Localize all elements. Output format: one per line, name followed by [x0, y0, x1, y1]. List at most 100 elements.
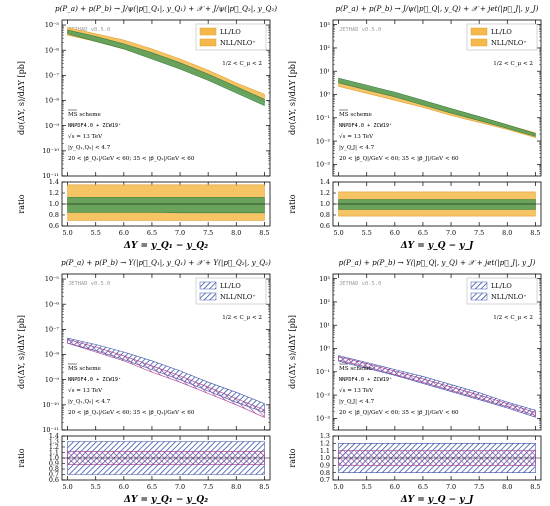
ratio-axis-label: ratio	[17, 448, 26, 467]
legend-swatch-ll-lo	[199, 38, 217, 47]
x-tick-label: 5.5	[91, 483, 101, 491]
ratio-band-nll-nlo	[338, 199, 536, 210]
ratio-tick-label: 1.3	[49, 438, 59, 446]
ratio-tick-label: 1.0	[320, 454, 330, 462]
ratio-tick-label: 0.6	[49, 222, 59, 230]
ratio-axis-label: ratio	[288, 448, 297, 467]
annotation-line: 20 < |p⃗_Q|/GeV < 60; 35 < |p⃗_J|/GeV < …	[339, 409, 459, 416]
ratio-tick-label: 0.6	[320, 222, 330, 230]
ratio-tick-label: 1.2	[320, 189, 330, 197]
y-axis-label: dσ(ΔY, s)/dΔY [pb]	[17, 315, 26, 389]
y-tick-label: 10⁻⁶	[45, 46, 60, 54]
annotation-line: |y_Q₁,Q₂| < 4.7	[68, 399, 111, 405]
legend-swatch-ll-lo	[470, 292, 488, 301]
legend-swatch-ll-lo	[199, 281, 217, 290]
ratio-tick-label: 1.3	[320, 432, 330, 440]
ratio-tick-label: 0.6	[49, 476, 59, 484]
scale-annotation: 1/2 < C_μ < 2	[222, 61, 262, 67]
y-tick-label: 10⁻⁵	[45, 21, 60, 29]
ratio-tick-label: 1.0	[49, 200, 59, 208]
y-axis-label: dσ(ΔY, s)/dΔY [pb]	[288, 61, 297, 135]
x-tick-label: 6.0	[390, 483, 400, 491]
x-tick-label: 8.5	[259, 483, 269, 491]
y-tick-label: 10¹	[319, 321, 330, 329]
x-tick-label: 5.5	[362, 229, 372, 237]
y-tick-label: 10⁻²	[316, 137, 331, 145]
x-tick-label: 6.0	[390, 229, 400, 237]
y-tick-label: 10⁻⁶	[45, 300, 60, 308]
legend-label: NLL/NLO⁺	[220, 39, 256, 47]
y-tick-label: 10²	[319, 298, 330, 306]
series-band-nll-nlo	[338, 77, 536, 137]
annotation-line: |y_Q₁,Q₂| < 4.7	[68, 145, 111, 151]
chart-title: p(P_a) + p(P_b) → Υ(|p⃗_Q|, y_Q) + 𝒳 + j…	[339, 258, 536, 267]
scale-annotation: 1/2 < C_μ < 2	[222, 315, 262, 321]
annotation-line: NNPDF4.0 + ZCW19⁺	[339, 123, 392, 129]
scale-annotation: 1/2 < C_μ < 2	[493, 61, 533, 67]
y-tick-label: 10⁻³	[316, 161, 331, 169]
x-tick-label: 6.5	[418, 229, 428, 237]
x-tick-label: 5.0	[334, 229, 344, 237]
watermark: JETHAD v0.5.0	[68, 27, 110, 33]
ratio-tick-label: 0.9	[49, 460, 59, 468]
x-axis-label: ΔY = y_Q − y_J	[400, 495, 474, 505]
scale-annotation: 1/2 < C_μ < 2	[493, 315, 533, 321]
x-tick-label: 7.0	[446, 229, 456, 237]
ratio-tick-label: 1.1	[49, 449, 59, 457]
x-tick-label: 8.5	[530, 229, 540, 237]
ratio-tick-label: 0.9	[320, 462, 330, 470]
ratio-band-nll-nlo	[67, 197, 265, 214]
annotation-line: MS scheme	[68, 366, 102, 372]
x-tick-label: 7.5	[474, 483, 484, 491]
y-tick-label: 10³	[319, 21, 330, 29]
series-band-nll-nlo	[67, 29, 265, 106]
ratio-axis-label: ratio	[17, 194, 26, 213]
x-tick-label: 8.5	[530, 483, 540, 491]
ratio-tick-label: 1.4	[49, 432, 59, 440]
annotation-line: 20 < |p⃗_Q₁|/GeV < 60; 35 < |p⃗_Q₂|/GeV …	[68, 155, 195, 162]
y-tick-label: 10⁻¹⁰	[42, 147, 59, 155]
y-tick-label: 10⁻¹¹	[42, 172, 59, 180]
x-axis-label: ΔY = y_Q − y_J	[400, 241, 474, 251]
ratio-tick-label: 1.2	[49, 443, 59, 451]
annotation-line: 20 < |p⃗_Q|/GeV < 60; 35 < |p⃗_J|/GeV < …	[339, 155, 459, 162]
y-axis-label: dσ(ΔY, s)/dΔY [pb]	[17, 61, 26, 135]
y-tick-label: 10¹	[319, 67, 330, 75]
x-tick-label: 5.0	[63, 483, 73, 491]
watermark: JETHAD v0.5.0	[68, 281, 110, 287]
y-tick-label: 10⁰	[319, 345, 330, 353]
y-tick-label: 10³	[319, 275, 330, 283]
legend-swatch-ll-lo	[470, 38, 488, 47]
watermark: JETHAD v0.5.0	[339, 281, 381, 287]
annotation-line: MS scheme	[339, 366, 373, 372]
ratio-tick-label: 1.2	[49, 189, 59, 197]
y-tick-label: 10⁻⁹	[45, 122, 60, 130]
y-tick-label: 10²	[319, 44, 330, 52]
legend-swatch-ll-lo	[470, 281, 488, 290]
main-plot-frame	[61, 273, 271, 431]
legend-label: LL/LO	[491, 282, 512, 290]
watermark: JETHAD v0.5.0	[339, 27, 381, 33]
legend-label: LL/LO	[220, 282, 241, 290]
y-tick-label: 10⁻⁷	[45, 326, 60, 334]
y-tick-label: 10⁻²	[316, 391, 331, 399]
x-tick-label: 8.0	[231, 229, 241, 237]
x-tick-label: 7.0	[175, 483, 185, 491]
series-band-nll-nlo	[338, 356, 536, 417]
y-tick-label: 10⁻⁸	[45, 351, 60, 359]
y-tick-label: 10⁻¹¹	[42, 426, 59, 434]
annotation-line: NNPDF4.0 + ZCW19⁺	[339, 377, 392, 383]
x-tick-label: 5.0	[334, 483, 344, 491]
x-axis-label: ΔY = y_Q₁ − y_Q₂	[123, 241, 208, 251]
y-tick-label: 10⁰	[319, 91, 330, 99]
chart-title: p(P_a) + p(P_b) → J/ψ(|p⃗_Q|, y_Q) + 𝒳 +…	[336, 4, 539, 13]
main-plot-frame	[61, 19, 271, 177]
legend-label: LL/LO	[220, 28, 241, 36]
y-tick-label: 10⁻¹⁰	[42, 401, 59, 409]
ratio-tick-label: 0.7	[49, 471, 59, 479]
x-tick-label: 8.5	[259, 229, 269, 237]
annotation-line: |y_Q,J| < 4.7	[339, 145, 375, 151]
ratio-tick-label: 1.0	[49, 454, 59, 462]
x-tick-label: 6.5	[418, 483, 428, 491]
